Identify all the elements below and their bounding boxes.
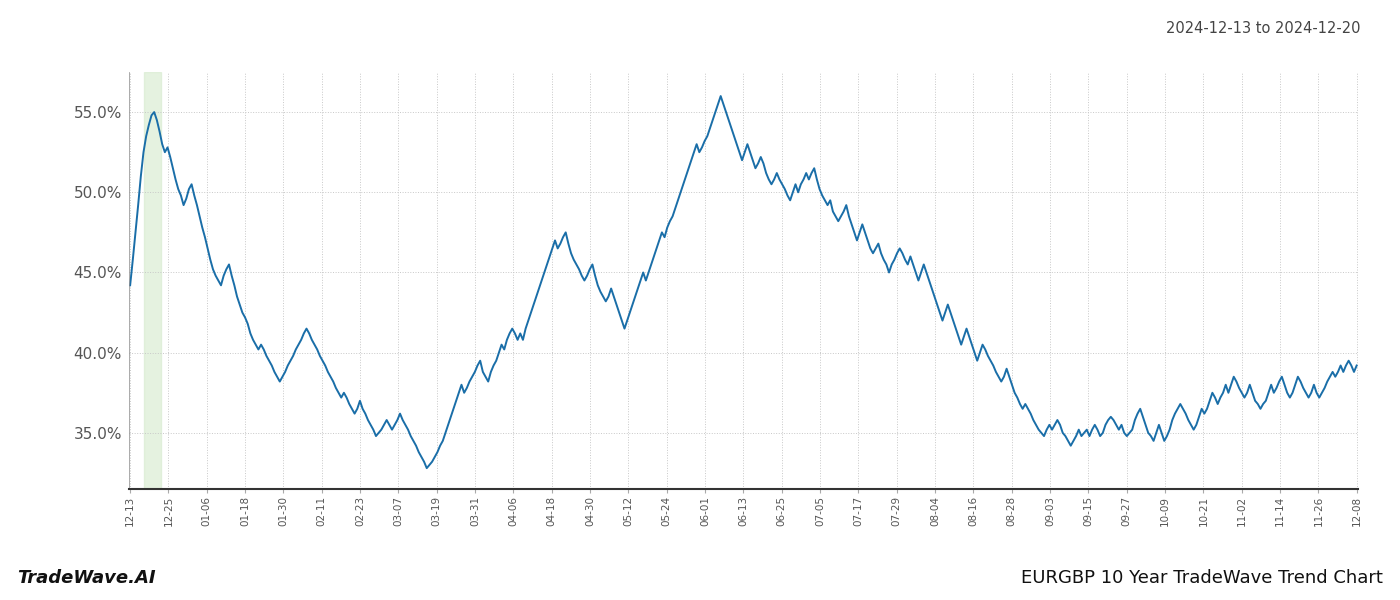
Text: EURGBP 10 Year TradeWave Trend Chart: EURGBP 10 Year TradeWave Trend Chart bbox=[1022, 569, 1383, 587]
Text: TradeWave.AI: TradeWave.AI bbox=[17, 569, 155, 587]
Bar bbox=[144, 72, 161, 489]
Text: 2024-12-13 to 2024-12-20: 2024-12-13 to 2024-12-20 bbox=[1166, 21, 1361, 36]
